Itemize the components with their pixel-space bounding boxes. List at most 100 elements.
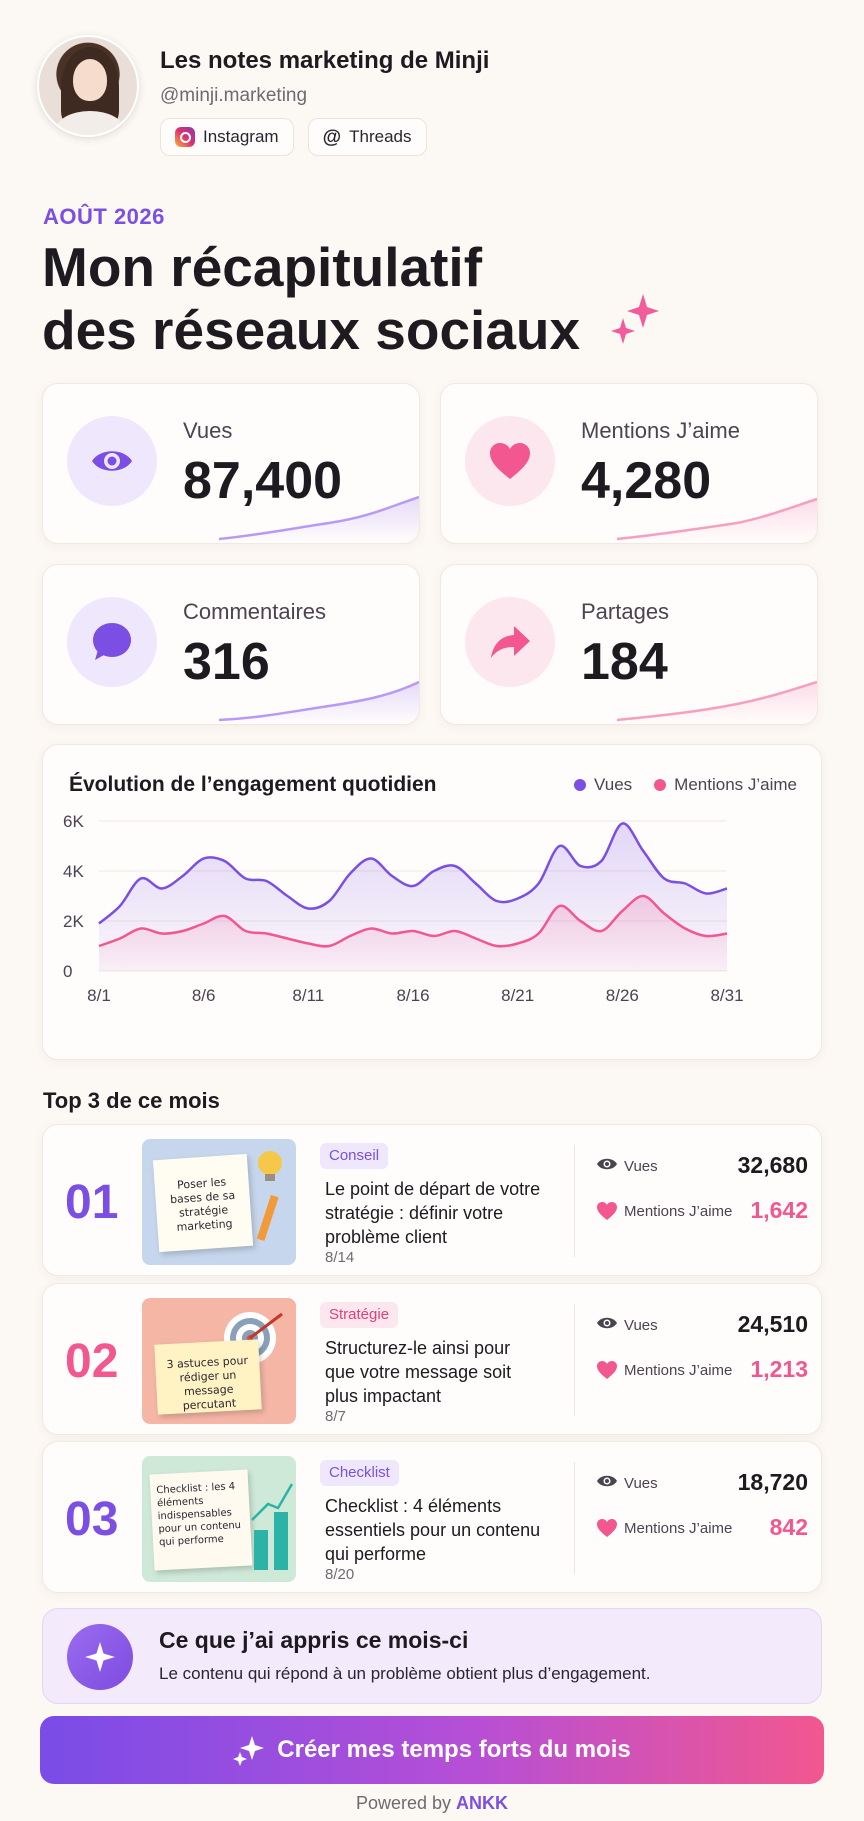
sparkle-icon xyxy=(67,1624,133,1690)
instagram-icon xyxy=(175,127,195,147)
views-value: 32,680 xyxy=(737,1152,808,1178)
x-tick-label: 8/1 xyxy=(87,986,111,1005)
eye-icon xyxy=(597,1475,617,1487)
instagram-pill[interactable]: Instagram xyxy=(160,118,294,156)
stat-value: 184 xyxy=(581,633,668,691)
powered-prefix: Powered by xyxy=(355,1793,452,1813)
likes-sparkline xyxy=(617,497,817,543)
post-date: 8/7 xyxy=(325,1408,346,1425)
post-title: Structurez-le ainsi pour que votre messa… xyxy=(325,1338,512,1406)
heart-icon xyxy=(597,1202,617,1220)
y-tick-label: 4K xyxy=(63,862,84,881)
post-tag: Checklist xyxy=(320,1460,399,1486)
sticky-note: 3 astuces pour rédiger un message percut… xyxy=(154,1339,262,1415)
post-card-1[interactable]: 01 Poser les bases de sa stratégie marke… xyxy=(42,1124,822,1276)
post-rank: 01 xyxy=(65,1176,119,1229)
profile-handle: @minji.marketing xyxy=(160,85,308,106)
eye-icon xyxy=(597,1317,617,1329)
shares-sparkline xyxy=(617,680,817,724)
post-likes: Mentions J’aime 1,213 xyxy=(596,1356,808,1386)
post-date: 8/20 xyxy=(325,1566,355,1583)
page-title: Mon récapitulatif des réseaux sociaux xyxy=(42,236,742,362)
threads-label: Threads xyxy=(349,127,412,146)
learned-text: Le contenu qui répond à un problème obti… xyxy=(159,1664,651,1683)
chart-legend: Vues Mentions J’aime xyxy=(574,775,797,795)
create-highlights-button[interactable]: Créer mes temps forts du mois xyxy=(40,1716,824,1784)
stat-value: 316 xyxy=(183,633,270,691)
post-tag: Conseil xyxy=(320,1143,389,1169)
stat-card-comments: Commentaires 316 xyxy=(42,564,420,725)
stat-value: 87,400 xyxy=(183,452,343,510)
engagement-chart-card: Évolution de l’engagement quotidien Vues… xyxy=(42,744,822,1060)
stat-card-likes: Mentions J’aime 4,280 xyxy=(440,383,818,544)
chat-bubble-icon xyxy=(67,597,157,687)
post-card-2[interactable]: 02 3 astuces pour rédiger un message per… xyxy=(42,1283,822,1435)
y-tick-label: 2K xyxy=(63,912,84,931)
post-thumbnail: Checklist : les 4 éléments indispensable… xyxy=(142,1456,296,1582)
stat-card-views: Vues 87,400 xyxy=(42,383,420,544)
profile-name: Les notes marketing de Minji xyxy=(160,47,490,74)
x-tick-label: 8/6 xyxy=(192,986,216,1005)
views-value: 18,720 xyxy=(737,1469,808,1495)
comments-sparkline xyxy=(219,680,419,724)
y-tick-label: 6K xyxy=(63,812,84,831)
post-likes: Mentions J’aime 842 xyxy=(596,1514,808,1544)
thumbnail-text: Checklist : les 4 éléments indispensable… xyxy=(156,1481,242,1549)
sparkle-icon xyxy=(611,294,659,344)
eye-icon xyxy=(597,1158,617,1170)
likes-value: 1,642 xyxy=(750,1197,808,1223)
powered-by: Powered by ANKK xyxy=(0,1793,864,1814)
powered-brand[interactable]: ANKK xyxy=(456,1793,509,1813)
threads-pill[interactable]: @ Threads xyxy=(307,118,427,156)
x-tick-label: 8/26 xyxy=(606,986,639,1005)
stat-label: Partages xyxy=(581,599,670,624)
learned-title: Ce que j’ai appris ce mois-ci xyxy=(159,1627,469,1653)
stat-label: Commentaires xyxy=(183,599,327,624)
stat-label: Mentions J’aime xyxy=(581,418,740,443)
title-line-2: des réseaux sociaux xyxy=(42,299,581,361)
legend-item-likes: Mentions J’aime xyxy=(654,775,797,795)
thumbnail-text: Poser les bases de sa stratégie marketin… xyxy=(169,1175,236,1234)
post-title: Checklist : 4 éléments essentiels pour u… xyxy=(325,1496,541,1564)
post-card-3[interactable]: 03 Checklist : les 4 éléments indispensa… xyxy=(42,1441,822,1593)
profile-header: Les notes marketing de Minji @minji.mark… xyxy=(37,35,817,160)
stat-value: 4,280 xyxy=(581,452,712,510)
post-views: Vues 32,680 xyxy=(596,1152,808,1182)
heart-icon xyxy=(597,1519,617,1537)
post-tag: Stratégie xyxy=(320,1302,399,1328)
post-date: 8/14 xyxy=(325,1249,355,1266)
x-tick-label: 8/16 xyxy=(396,986,429,1005)
sparkle-icon xyxy=(233,1736,265,1766)
notepad-icon: Poser les bases de sa stratégie marketin… xyxy=(152,1153,254,1253)
chart-title: Évolution de l’engagement quotidien xyxy=(69,773,437,796)
stat-label: Vues xyxy=(183,418,233,443)
checklist-note: Checklist : les 4 éléments indispensable… xyxy=(149,1469,253,1571)
post-likes: Mentions J’aime 1,642 xyxy=(596,1197,808,1227)
series-area-1 xyxy=(99,895,727,971)
top-posts-title: Top 3 de ce mois xyxy=(43,1088,220,1113)
heart-icon xyxy=(597,1361,617,1379)
bar-chart-icon xyxy=(251,1483,294,1570)
likes-value: 842 xyxy=(769,1514,808,1540)
legend-item-views: Vues xyxy=(574,775,632,795)
stat-card-shares: Partages 184 xyxy=(440,564,818,725)
post-views: Vues 24,510 xyxy=(596,1311,808,1341)
post-rank: 02 xyxy=(65,1335,119,1388)
post-views: Vues 18,720 xyxy=(596,1469,808,1499)
thumbnail-text: 3 astuces pour rédiger un message percut… xyxy=(166,1353,249,1413)
x-tick-label: 8/21 xyxy=(501,986,534,1005)
views-sparkline xyxy=(219,495,419,543)
threads-icon: @ xyxy=(322,126,342,148)
post-rank: 03 xyxy=(65,1493,119,1546)
title-line-1: Mon récapitulatif xyxy=(42,236,483,298)
post-thumbnail: Poser les bases de sa stratégie marketin… xyxy=(142,1139,296,1265)
legend-label-likes: Mentions J’aime xyxy=(674,775,797,794)
x-tick-label: 8/11 xyxy=(292,986,324,1005)
post-thumbnail: 3 astuces pour rédiger un message percut… xyxy=(142,1298,296,1424)
post-title: Le point de départ de votre stratégie : … xyxy=(325,1179,541,1247)
month-label: AOÛT 2026 xyxy=(43,204,165,229)
likes-value: 1,213 xyxy=(750,1356,808,1382)
y-tick-label: 0 xyxy=(63,962,72,981)
lightbulb-pencil-icon xyxy=(256,1151,282,1242)
eye-icon xyxy=(67,416,157,506)
